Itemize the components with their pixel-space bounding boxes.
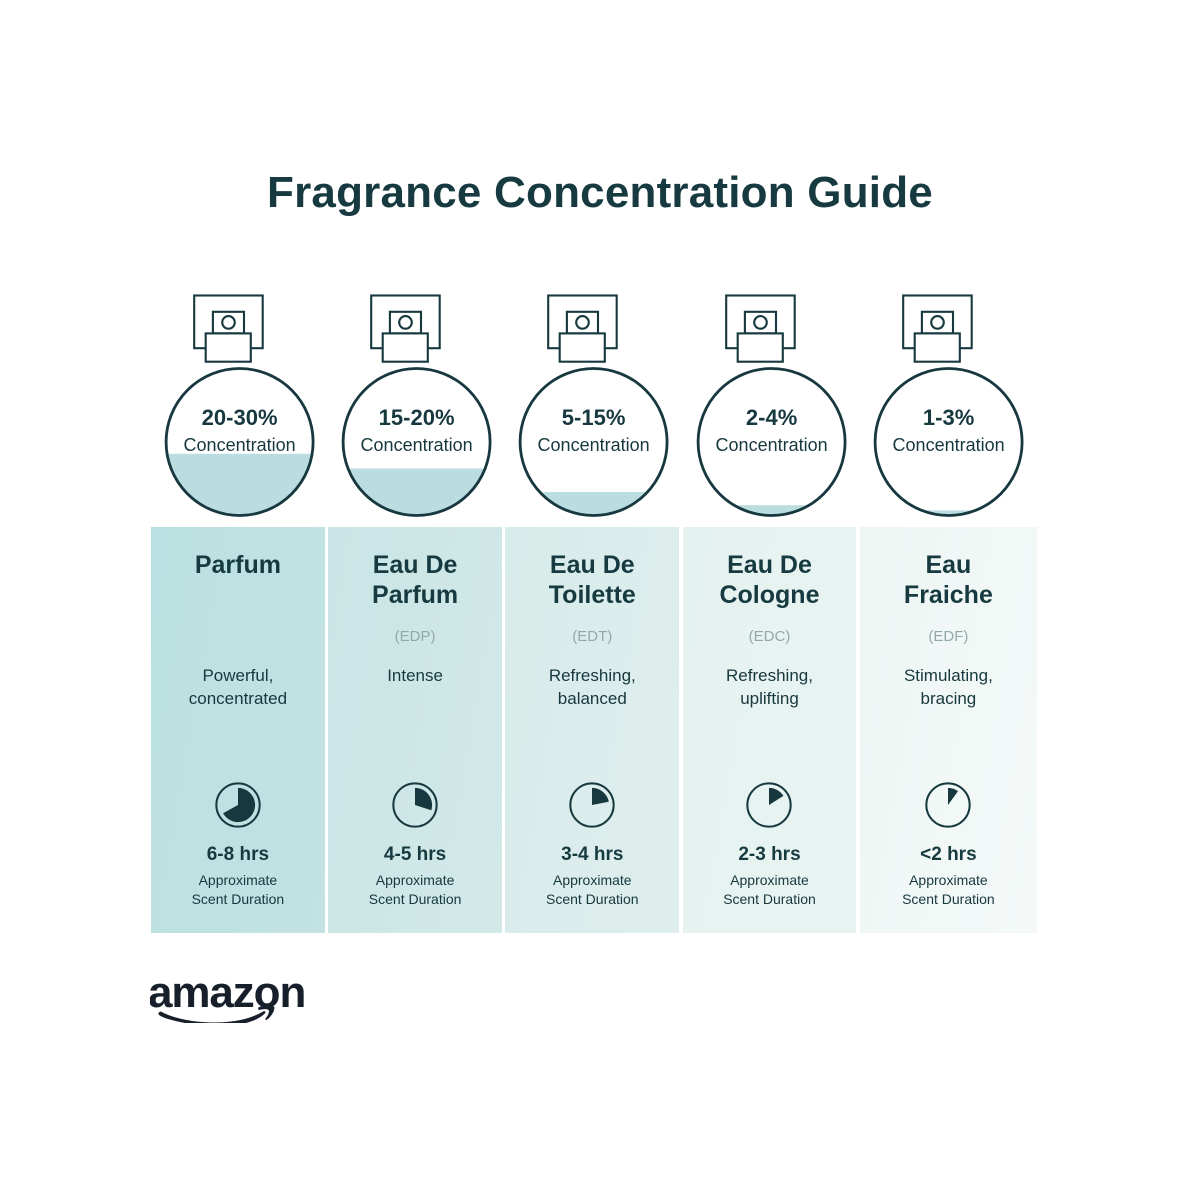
svg-text:amazon: amazon — [150, 977, 305, 1017]
svg-text:Concentration: Concentration — [715, 435, 827, 455]
svg-text:Concentration: Concentration — [538, 435, 650, 455]
svg-text:Concentration: Concentration — [892, 435, 1004, 455]
svg-text:Concentration: Concentration — [361, 435, 473, 455]
svg-text:2-4%: 2-4% — [746, 405, 797, 430]
svg-text:20-30%: 20-30% — [202, 405, 278, 430]
svg-text:Concentration: Concentration — [184, 435, 296, 455]
svg-text:15-20%: 15-20% — [379, 405, 455, 430]
svg-text:5-15%: 5-15% — [562, 405, 626, 430]
svg-text:1-3%: 1-3% — [923, 405, 974, 430]
